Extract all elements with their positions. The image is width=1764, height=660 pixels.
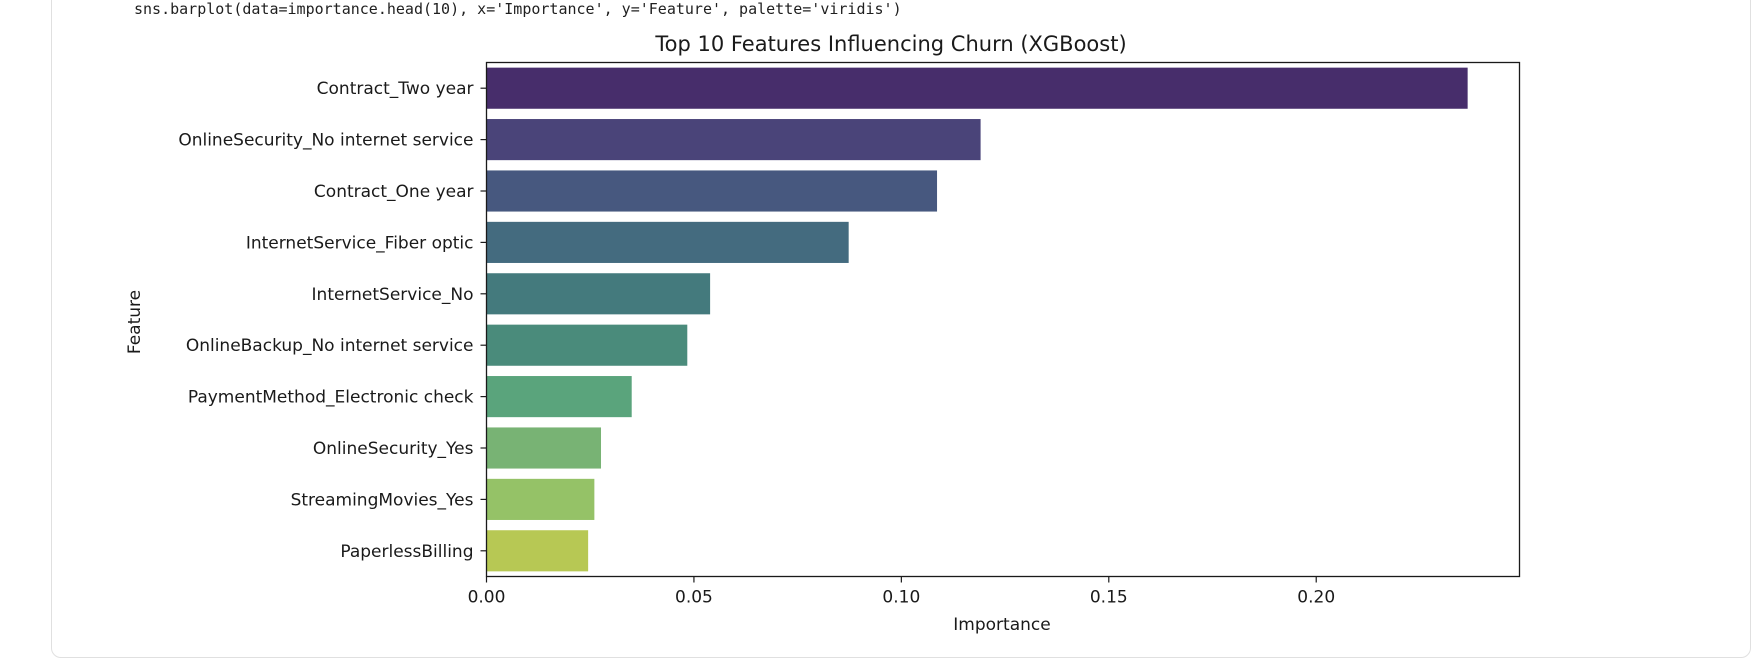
x-tick-label: 0.00 — [468, 588, 506, 608]
y-tick-label: InternetService_No — [312, 285, 474, 305]
x-axis-label: Importance — [953, 615, 1050, 635]
code-line: sns.barplot(data=importance.head(10), x=… — [134, 0, 902, 18]
bar-7 — [486, 427, 602, 469]
y-tick-label: PaperlessBilling — [340, 542, 473, 562]
y-tick-label: OnlineSecurity_Yes — [313, 439, 474, 459]
y-tick-label: PaymentMethod_Electronic check — [188, 388, 474, 408]
bar-0 — [486, 67, 1468, 109]
y-tick-label: InternetService_Fiber optic — [246, 233, 474, 253]
plot-frame — [485, 61, 1521, 578]
y-tick-label: Contract_Two year — [317, 79, 474, 99]
bar-4 — [486, 273, 711, 315]
chart-title: Top 10 Features Influencing Churn (XGBoo… — [654, 32, 1126, 56]
bar-9 — [486, 530, 589, 572]
x-tick-label: 0.10 — [882, 588, 920, 608]
y-tick-label: OnlineBackup_No internet service — [186, 336, 474, 356]
bar-1 — [486, 119, 981, 161]
x-tick-label: 0.15 — [1090, 588, 1128, 608]
y-tick-label: Contract_One year — [314, 182, 474, 202]
bar-3 — [486, 221, 849, 263]
bar-2 — [486, 170, 938, 212]
x-tick-label: 0.20 — [1297, 588, 1335, 608]
y-axis-label: Feature — [125, 290, 145, 354]
output-cell — [51, 0, 1751, 658]
x-tick-label: 0.05 — [675, 588, 713, 608]
bar-5 — [486, 324, 688, 366]
y-tick-label: StreamingMovies_Yes — [291, 490, 474, 510]
y-tick-label: OnlineSecurity_No internet service — [178, 131, 473, 151]
bar-6 — [486, 376, 632, 418]
bar-8 — [486, 478, 595, 520]
